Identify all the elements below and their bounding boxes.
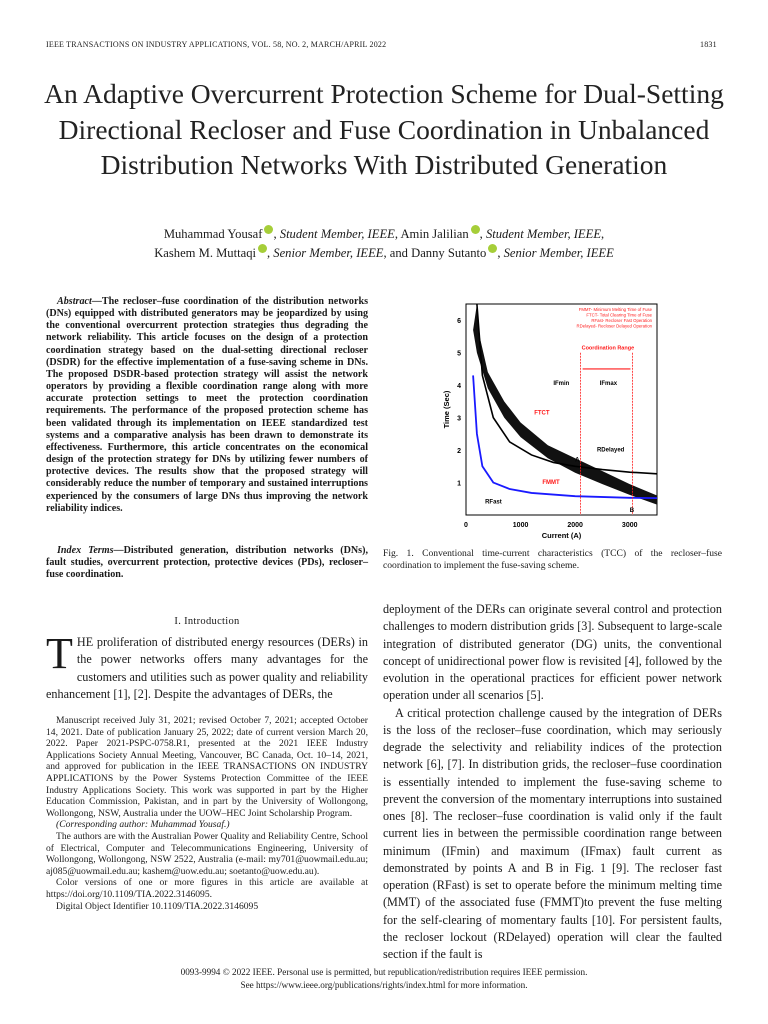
abstract-text: —The recloser–fuse coordination of the d… xyxy=(46,296,368,514)
legend-entry: FTCT- Total Clearing Time of Fuse xyxy=(586,313,652,318)
rdelayed-curve xyxy=(476,303,658,475)
y-tick-label: 6 xyxy=(457,318,461,325)
intro-paragraph: T HE proliferation of distributed energy … xyxy=(46,629,368,703)
x-axis-label: Current (A) xyxy=(542,531,582,540)
x-tick-label: 2000 xyxy=(567,522,583,529)
footnote: The authors are with the Australian Powe… xyxy=(46,830,368,877)
rfast-curve xyxy=(472,375,658,500)
author-list: Muhammad Yousaf, Student Member, IEEE, A… xyxy=(154,225,614,260)
point-b-label: B xyxy=(630,508,635,514)
footnote: Color versions of one or more figures in… xyxy=(46,877,368,900)
right-column-text: deployment of the DERs can originate sev… xyxy=(383,601,722,963)
orcid-icon[interactable] xyxy=(488,243,498,253)
x-tick-label: 1000 xyxy=(513,522,529,529)
page-number: 1831 xyxy=(700,40,717,49)
rdelayed-label: RDelayed xyxy=(597,448,625,454)
author-role: Senior Member, IEEE xyxy=(273,245,384,260)
footnotes: Manuscript received July 31, 2021; revis… xyxy=(46,715,368,912)
y-tick-label: 4 xyxy=(457,383,461,390)
x-tick-label: 3000 xyxy=(622,522,638,529)
paragraph: A critical protection challenge caused b… xyxy=(383,705,722,962)
running-header: IEEE TRANSACTIONS ON INDUSTRY APPLICATIO… xyxy=(46,40,387,49)
orcid-icon[interactable] xyxy=(264,225,274,234)
copyright-footer: 0093-9994 © 2022 IEEE. Personal use is p… xyxy=(180,967,588,990)
footnote: (Corresponding author: Muhammad Yousaf.) xyxy=(56,819,230,831)
author-role: Student Member, IEEE xyxy=(279,227,395,241)
fuse-band xyxy=(473,304,657,505)
orcid-icon[interactable] xyxy=(470,225,480,234)
author-name: Muhammad Yousaf xyxy=(163,227,263,241)
index-terms-text: —Distributed generation, distribution ne… xyxy=(46,545,368,581)
rfast-label: RFast xyxy=(485,500,502,506)
author-name: Danny Sutanto xyxy=(411,245,487,260)
legend-entry: RFast- Recloser Fast Operation xyxy=(591,318,652,323)
abstract: Abstract—The recloser–fuse coordination … xyxy=(46,296,368,515)
x-tick-label: 0 xyxy=(464,522,468,529)
y-axis-label: Time (Sec) xyxy=(442,390,451,428)
index-terms: Index Terms—Distributed generation, dist… xyxy=(46,545,368,581)
y-tick-label: 2 xyxy=(457,448,461,455)
author-role: Senior Member, IEEE xyxy=(503,245,614,260)
fmmt-label: FMMT xyxy=(542,480,560,486)
ifmin-label: IFmin xyxy=(553,381,569,387)
footnote: Digital Object Identifier 10.1109/TIA.20… xyxy=(56,900,259,912)
author-role: Student Member, IEEE xyxy=(485,227,602,241)
orcid-icon[interactable] xyxy=(258,243,267,253)
intro-text: HE proliferation of distributed energy r… xyxy=(46,635,368,701)
y-tick-label: 1 xyxy=(457,481,461,488)
author-name: Kashem M. Muttaqi xyxy=(154,245,256,260)
author-name: Amin Jalilian xyxy=(400,227,469,241)
abstract-label: Abstract xyxy=(57,296,92,307)
coordination-range-label: Coordination Range xyxy=(582,345,635,351)
paragraph: deployment of the DERs can originate sev… xyxy=(383,602,722,703)
y-tick-label: 3 xyxy=(457,416,461,423)
index-terms-label: Index Terms xyxy=(57,545,114,556)
ftct-label: FTCT xyxy=(534,410,550,416)
ifmax-label: IFmax xyxy=(600,381,618,387)
footnote: Manuscript received July 31, 2021; revis… xyxy=(46,715,368,819)
y-tick-label: 5 xyxy=(457,351,461,358)
legend-entry: RDelayed- Recloser Delayed Operation xyxy=(577,324,653,329)
figure-1-tcc-chart: 0 1000 2000 3000 1 2 3 4 5 6 Current (A) Time (Sec)… xyxy=(442,303,658,540)
plot-frame xyxy=(465,303,658,516)
section-heading: I. Introduction xyxy=(174,616,240,627)
figure-caption: Fig. 1. Conventional time-current charac… xyxy=(383,548,722,571)
point-a-label: A xyxy=(575,457,580,463)
legend-entry: FMMT- Minimum Melting Time of Fuse xyxy=(579,307,653,312)
drop-cap: T xyxy=(46,629,73,678)
paper-title: An Adaptive Overcurrent Protection Schem… xyxy=(44,78,724,180)
